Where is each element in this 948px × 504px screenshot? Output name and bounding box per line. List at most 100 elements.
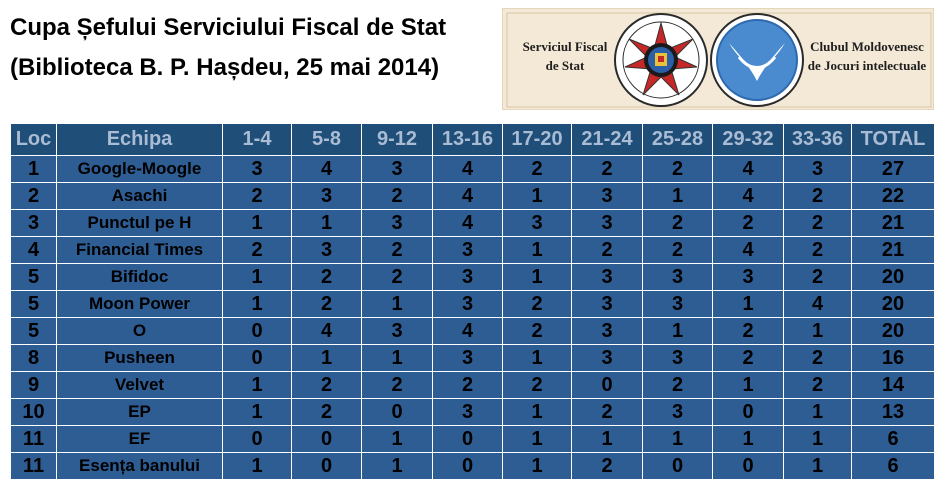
score-cell: 2 [712,344,784,372]
score-cell: 3 [571,317,643,345]
table-row: 2 Asachi 2 3 2 4 1 3 1 4 2 22 [10,182,935,210]
total-cell: 22 [851,182,935,210]
score-cell: 0 [222,344,292,372]
score-cell: 0 [222,425,292,453]
page-title: Cupa Șefului Serviciului Fiscal de Stat [10,14,447,41]
score-cell: 1 [712,371,784,399]
score-cell: 3 [222,155,292,183]
score-cell: 0 [291,452,362,480]
score-cell: 1 [783,425,852,453]
place-cell: 2 [10,182,57,210]
score-cell: 3 [571,209,643,237]
score-cell: 2 [571,398,643,426]
team-name-cell: Asachi [56,182,223,210]
team-name-cell: Velvet [56,371,223,399]
total-cell: 16 [851,344,935,372]
score-cell: 1 [361,344,433,372]
team-name-cell: Esența banului [56,452,223,480]
score-cell: 1 [502,398,572,426]
score-cell: 1 [502,344,572,372]
score-cell: 1 [712,425,784,453]
banner-left-line1: Serviciul Fiscal [522,39,608,54]
total-cell: 21 [851,236,935,264]
score-cell: 2 [783,236,852,264]
column-header-total: TOTAL [851,123,935,156]
score-cell: 2 [783,182,852,210]
score-cell: 1 [783,452,852,480]
team-name-cell: Moon Power [56,290,223,318]
score-cell: 1 [642,425,713,453]
score-cell: 3 [361,209,433,237]
score-cell: 3 [361,317,433,345]
table-row: 11 Esența banului 1 0 1 0 1 2 0 0 1 6 [10,452,935,480]
place-cell: 10 [10,398,57,426]
column-header-round: 21-24 [571,123,643,156]
score-cell: 2 [502,371,572,399]
banner-right-line1: Clubul Moldovenesc [810,39,924,54]
score-cell: 2 [712,209,784,237]
score-cell: 2 [502,317,572,345]
page-subtitle: (Biblioteca B. P. Hașdeu, 25 mai 2014) [10,54,440,81]
score-cell: 0 [432,452,503,480]
score-cell: 2 [291,290,362,318]
score-cell: 2 [222,236,292,264]
score-cell: 1 [642,317,713,345]
column-header-round: 5-8 [291,123,362,156]
score-cell: 2 [642,155,713,183]
score-cell: 2 [571,452,643,480]
banner-graphics [506,12,932,108]
score-cell: 1 [642,182,713,210]
score-cell: 4 [432,317,503,345]
score-cell: 2 [642,236,713,264]
column-header-round: 13-16 [432,123,503,156]
score-cell: 2 [642,209,713,237]
score-cell: 3 [291,182,362,210]
place-cell: 5 [10,290,57,318]
score-cell: 2 [361,236,433,264]
place-cell: 5 [10,263,57,291]
score-cell: 1 [502,263,572,291]
table-row: 8 Pusheen 0 1 1 3 1 3 3 2 2 16 [10,344,935,372]
place-cell: 4 [10,236,57,264]
score-cell: 2 [361,182,433,210]
score-cell: 2 [291,263,362,291]
results-table: Loc Echipa 1-4 5-8 9-12 13-16 17-20 21-2… [10,123,935,480]
score-cell: 1 [502,425,572,453]
score-cell: 2 [432,371,503,399]
score-cell: 2 [571,155,643,183]
score-cell: 2 [222,182,292,210]
team-name-cell: Pusheen [56,344,223,372]
table-row: 3 Punctul pe H 1 1 3 4 3 3 2 2 2 21 [10,209,935,237]
score-cell: 1 [502,182,572,210]
team-name-cell: Financial Times [56,236,223,264]
score-cell: 1 [222,290,292,318]
score-cell: 4 [432,155,503,183]
score-cell: 4 [783,290,852,318]
place-cell: 8 [10,344,57,372]
score-cell: 3 [642,263,713,291]
score-cell: 1 [222,371,292,399]
column-header-round: 33-36 [783,123,852,156]
column-header-round: 17-20 [502,123,572,156]
total-cell: 6 [851,452,935,480]
place-cell: 9 [10,371,57,399]
score-cell: 3 [432,236,503,264]
total-cell: 20 [851,317,935,345]
score-cell: 2 [783,371,852,399]
place-cell: 11 [10,452,57,480]
score-cell: 4 [712,182,784,210]
score-cell: 4 [291,317,362,345]
score-cell: 3 [712,263,784,291]
score-cell: 3 [432,263,503,291]
score-cell: 3 [571,182,643,210]
score-cell: 3 [432,290,503,318]
score-cell: 1 [712,290,784,318]
score-cell: 1 [783,398,852,426]
score-cell: 2 [571,236,643,264]
score-cell: 3 [432,398,503,426]
score-cell: 2 [502,290,572,318]
table-row: 5 O 0 4 3 4 2 3 1 2 1 20 [10,317,935,345]
score-cell: 3 [783,155,852,183]
score-cell: 0 [432,425,503,453]
score-cell: 2 [361,371,433,399]
